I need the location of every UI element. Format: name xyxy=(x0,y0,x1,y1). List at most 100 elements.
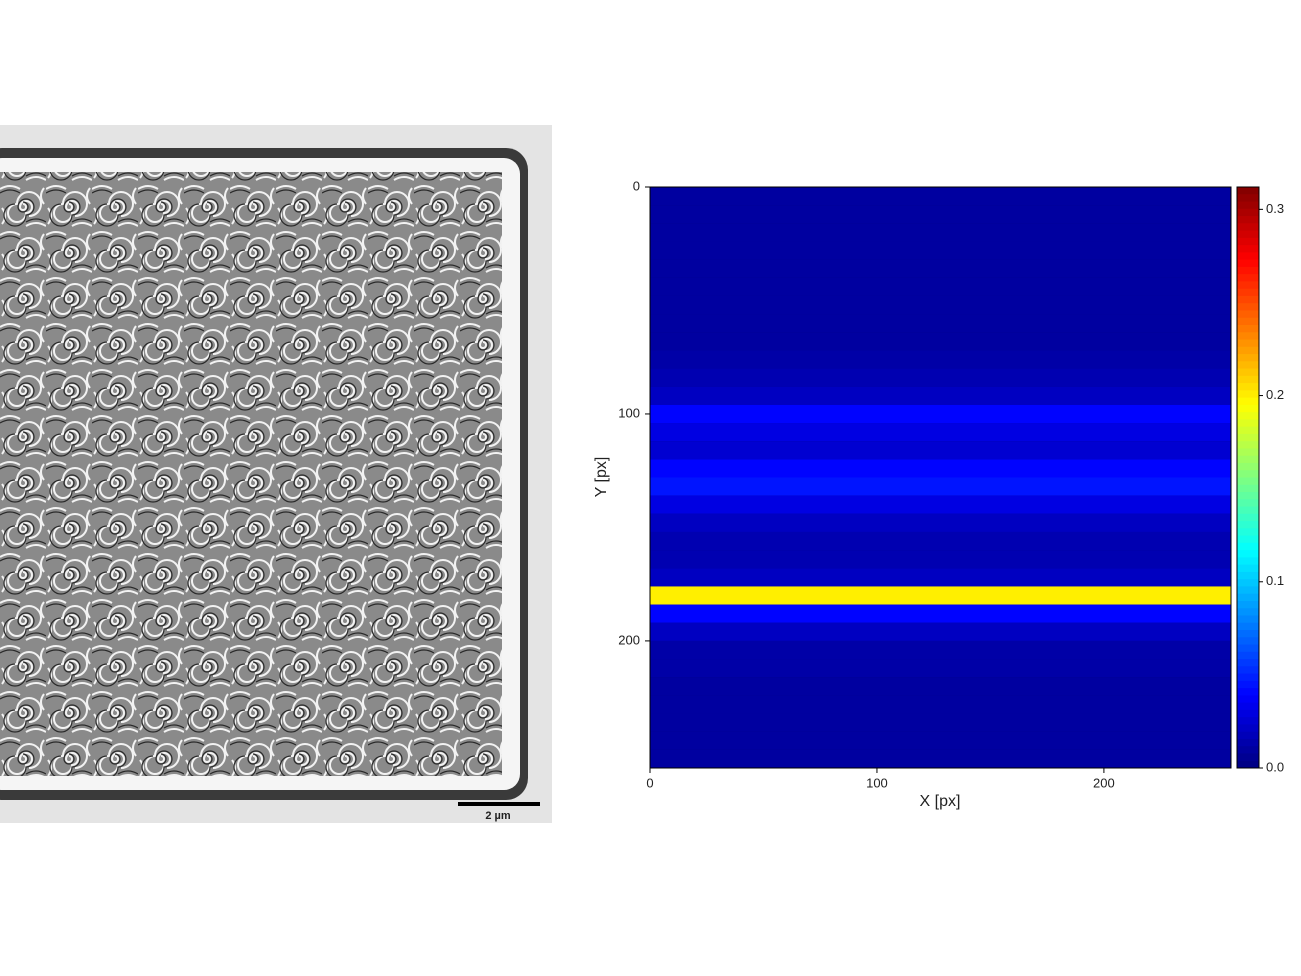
colorbar-segment xyxy=(1237,216,1259,224)
colorbar-segment xyxy=(1237,724,1259,733)
heatmap-cell xyxy=(650,404,1231,424)
colorbar-segment xyxy=(1237,738,1259,747)
micrograph-pattern xyxy=(0,172,502,776)
colorbar-segment xyxy=(1237,339,1259,348)
heatmap-cell xyxy=(650,513,1231,532)
heatmap-cell xyxy=(650,640,1231,660)
heatmap-cell xyxy=(650,713,1231,732)
heatmap-cell xyxy=(650,568,1231,587)
colorbar-segment xyxy=(1237,709,1259,718)
heatmap-cell xyxy=(650,749,1231,768)
colorbar-segment xyxy=(1237,426,1259,435)
colorbar-segment xyxy=(1237,521,1259,529)
heatmap-cell xyxy=(650,241,1231,260)
colorbar-segment xyxy=(1237,528,1259,537)
heatmap-cell xyxy=(650,659,1231,678)
colorbar-segment xyxy=(1237,731,1259,740)
colorbar-segment xyxy=(1237,354,1259,362)
colorbar-segment xyxy=(1237,194,1259,203)
x-tick-label: 0 xyxy=(646,775,653,790)
heatmap-cell xyxy=(650,259,1231,278)
colorbar-segment xyxy=(1237,252,1259,261)
colorbar-segment xyxy=(1237,375,1259,384)
colorbar-segment xyxy=(1237,317,1259,326)
heatmap-cell xyxy=(650,586,1231,605)
heatmap-cell xyxy=(650,622,1231,641)
colorbar-tick-label: 0.0 xyxy=(1266,759,1284,774)
heatmap-cell xyxy=(650,477,1231,496)
colorbar-segment xyxy=(1237,245,1259,253)
heatmap-cell xyxy=(650,332,1231,351)
heatmap-cell xyxy=(650,604,1231,623)
colorbar-frame xyxy=(1236,186,1260,769)
colorbar-segment xyxy=(1237,535,1259,544)
colorbar-segment xyxy=(1237,680,1259,689)
colorbar-segment xyxy=(1237,390,1259,399)
colorbar-segment xyxy=(1237,688,1259,696)
colorbar-segment xyxy=(1237,470,1259,478)
colorbar-tick-label: 0.2 xyxy=(1266,387,1284,402)
colorbar-segment xyxy=(1237,702,1259,711)
colorbar-tick-label: 0.1 xyxy=(1266,573,1284,588)
plot-frame xyxy=(649,186,1232,769)
colorbar-segment xyxy=(1237,477,1259,486)
heatmap-cell xyxy=(650,423,1231,442)
colorbar-segment xyxy=(1237,259,1259,268)
heatmap-cell xyxy=(650,277,1231,296)
x-tick-label: 200 xyxy=(1093,775,1115,790)
y-tick-label: 0 xyxy=(633,178,640,193)
scale-bar-label: 2 µm xyxy=(485,810,511,822)
colorbar-segment xyxy=(1237,441,1259,449)
colorbar-segment xyxy=(1237,484,1259,493)
colorbar-segment xyxy=(1237,557,1259,566)
x-axis-label: X [px] xyxy=(920,793,961,810)
heatmap-cell xyxy=(650,223,1231,242)
colorbar-segment xyxy=(1237,404,1259,413)
heatmap-cell xyxy=(650,295,1231,315)
colorbar-segment xyxy=(1237,622,1259,631)
colorbar-segment xyxy=(1237,368,1259,377)
colorbar-segment xyxy=(1237,288,1259,297)
colorbar-segment xyxy=(1237,600,1259,609)
heatmap-cell xyxy=(650,205,1231,224)
colorbar-segment xyxy=(1237,746,1259,754)
colorbar-segment xyxy=(1237,281,1259,290)
colorbar-segment xyxy=(1237,201,1259,210)
micrograph: 2 µm xyxy=(0,125,552,823)
colorbar-segment xyxy=(1237,332,1259,341)
colorbar-segment xyxy=(1237,499,1259,508)
colorbar-segment xyxy=(1237,383,1259,391)
colorbar-segment xyxy=(1237,492,1259,500)
colorbar-segment xyxy=(1237,274,1259,282)
colorbar-segment xyxy=(1237,644,1259,653)
colorbar-segment xyxy=(1237,717,1259,725)
colorbar-segment xyxy=(1237,208,1259,217)
colorbar-segment xyxy=(1237,550,1259,558)
colorbar-segment xyxy=(1237,455,1259,464)
heatmap-cell xyxy=(650,677,1231,696)
colorbar-segment xyxy=(1237,419,1259,428)
heatmap-cell xyxy=(650,550,1231,569)
heatmap-cell xyxy=(650,386,1231,405)
colorbar-segment xyxy=(1237,542,1259,551)
y-tick-label: 200 xyxy=(618,632,640,647)
colorbar-segment xyxy=(1237,760,1259,769)
colorbar-segment xyxy=(1237,310,1259,319)
colorbar-segment xyxy=(1237,266,1259,275)
y-tick-label: 100 xyxy=(618,405,640,420)
colorbar-segment xyxy=(1237,615,1259,624)
heatmap-chart: 0 100 200 0 100 200 0.0 0.1 0.2 0.3 X [px] Y [px] xyxy=(593,178,1284,810)
colorbar-segment xyxy=(1237,346,1259,355)
colorbar-segment xyxy=(1237,651,1259,660)
heatmap-cell xyxy=(650,695,1231,714)
colorbar-segment xyxy=(1237,695,1259,704)
colorbar-segment xyxy=(1237,571,1259,580)
colorbar-segment xyxy=(1237,361,1259,370)
heatmap-cell xyxy=(650,187,1231,206)
colorbar-segment xyxy=(1237,237,1259,246)
colorbar-segment xyxy=(1237,673,1259,682)
heatmap-cell xyxy=(650,731,1231,750)
heatmap-cell xyxy=(650,531,1231,551)
colorbar-segment xyxy=(1237,187,1259,195)
colorbar-segment xyxy=(1237,448,1259,457)
